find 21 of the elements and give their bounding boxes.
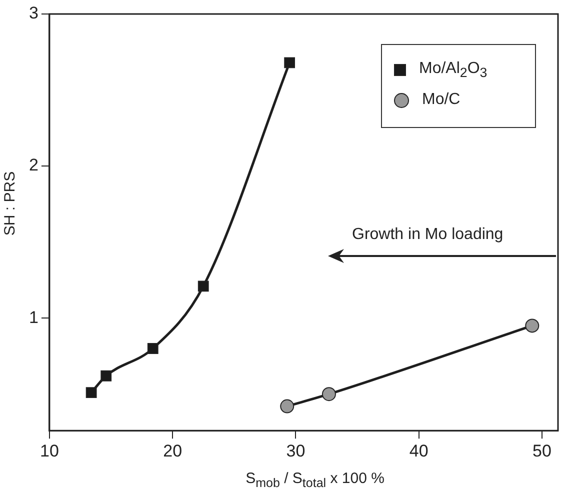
point <box>147 343 158 354</box>
y-axis-title: SH : PRS <box>2 170 18 238</box>
point <box>198 280 209 292</box>
y-tick-label: 1 <box>28 308 38 327</box>
point <box>322 387 336 402</box>
annotation: Growth in Mo loading <box>352 226 504 244</box>
point <box>86 387 97 398</box>
y-tick-label: 2 <box>28 156 38 175</box>
point <box>525 318 540 333</box>
legend-label: Mo/C <box>422 91 460 109</box>
x-tick-label: 30 <box>286 441 306 460</box>
y-tick-label: 3 <box>28 4 38 23</box>
point <box>280 399 294 414</box>
point <box>100 370 112 382</box>
x-tick-label: 50 <box>532 441 552 460</box>
x-tick-label: 40 <box>409 441 428 460</box>
x-tick-label: 10 <box>40 441 59 460</box>
x-axis-title: S$_{mob}$ / S$_{total}$ x 100 % <box>244 470 386 490</box>
point <box>284 57 296 68</box>
legend-label: Mo/Al$_{2}$O$_{3}$ <box>419 60 488 80</box>
x-tick-label: 20 <box>163 441 182 460</box>
